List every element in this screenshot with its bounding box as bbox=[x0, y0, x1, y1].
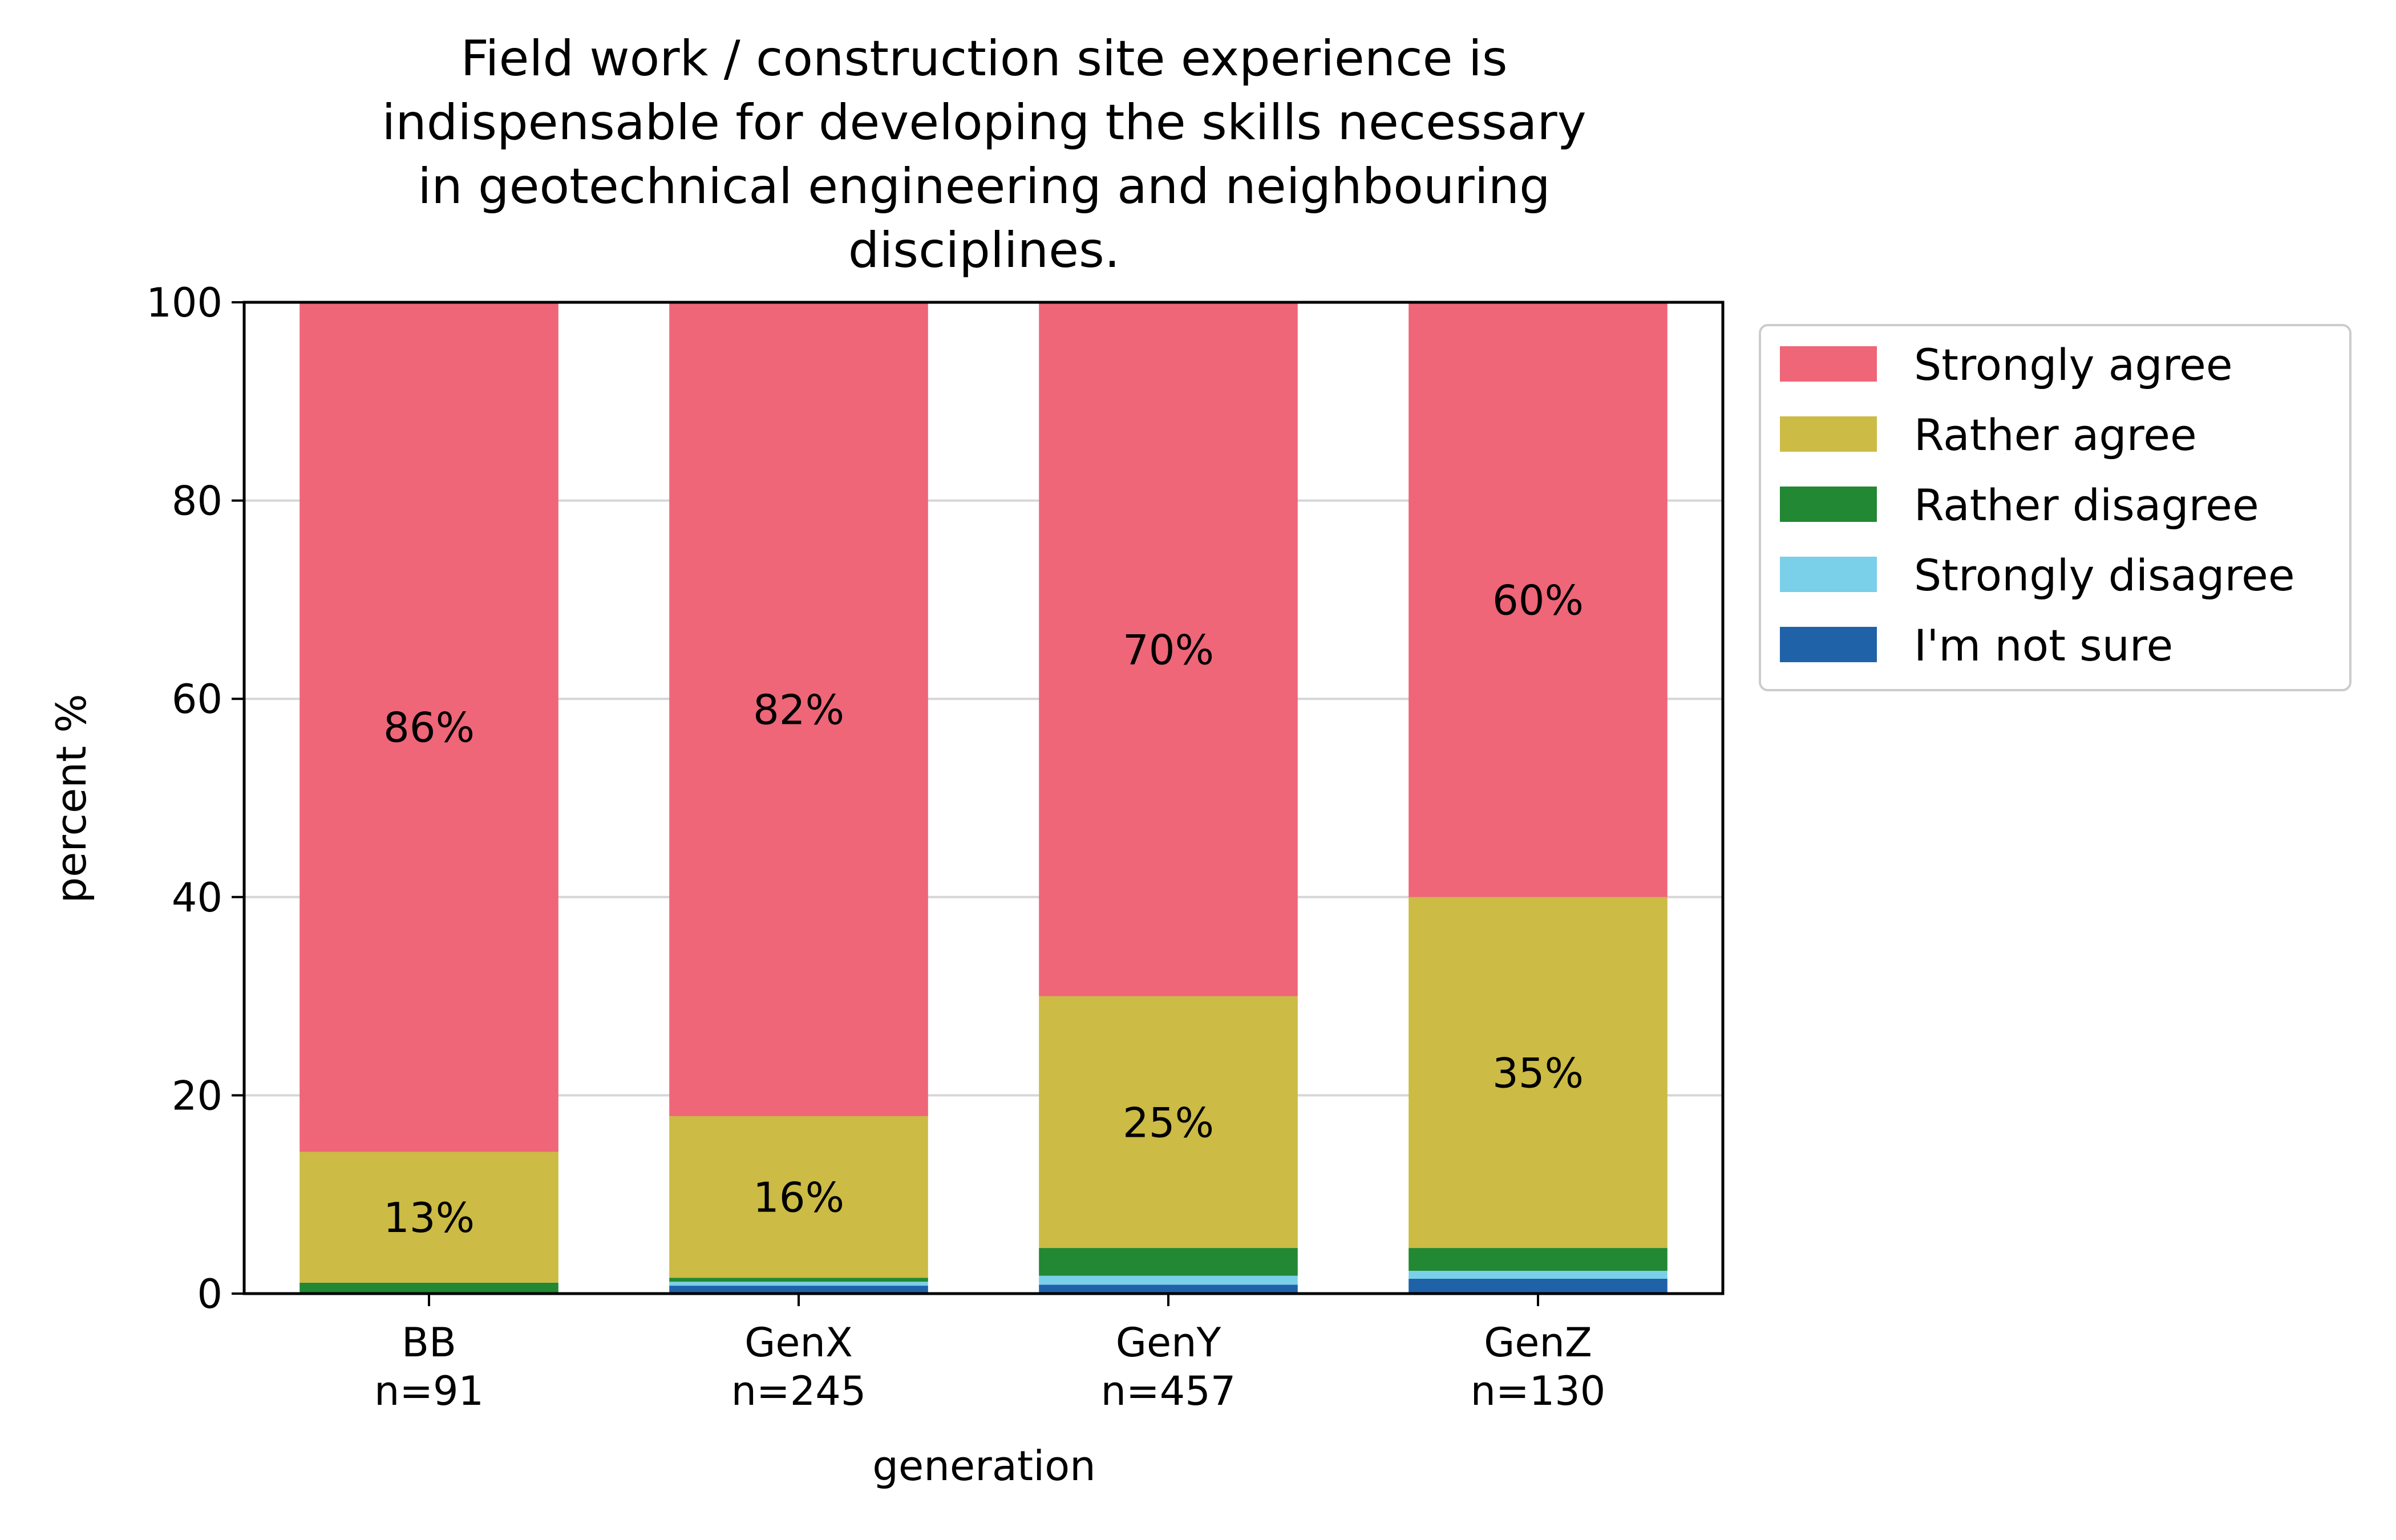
x-tick-label: GenX bbox=[744, 1319, 853, 1366]
legend-label: Strongly agree bbox=[1914, 339, 2233, 390]
legend: Strongly agree Rather agree Rather disagre… bbox=[1759, 324, 2352, 691]
legend-swatch bbox=[1780, 487, 1877, 522]
y-tick-label: 40 bbox=[172, 874, 222, 921]
x-tick-label: GenZ bbox=[1484, 1319, 1592, 1366]
bar-segment bbox=[1409, 1248, 1668, 1271]
y-tick-label: 0 bbox=[197, 1271, 222, 1318]
bar-segment bbox=[669, 1286, 928, 1294]
bar-segment bbox=[669, 1116, 928, 1278]
bar-data-label: 70% bbox=[1123, 626, 1214, 674]
bar-data-label: 60% bbox=[1492, 576, 1584, 624]
bar-segment bbox=[1409, 1278, 1668, 1294]
chart-title-line-1: Field work / construction site experienc… bbox=[460, 30, 1507, 87]
y-tick-label: 100 bbox=[146, 279, 222, 326]
legend-swatch bbox=[1780, 557, 1877, 592]
bar-segment bbox=[1039, 302, 1298, 996]
bar-segment bbox=[669, 1282, 928, 1286]
y-axis: 0 20 40 60 80 100 bbox=[146, 279, 244, 1318]
plot-frame bbox=[242, 301, 1725, 1295]
chart-title-line-2: indispensable for developing the skills … bbox=[382, 94, 1586, 151]
x-tick-label: BB bbox=[402, 1319, 456, 1366]
y-tick-label: 80 bbox=[172, 478, 222, 525]
bar-segment bbox=[669, 1278, 928, 1282]
bar-data-label: 86% bbox=[383, 704, 475, 752]
bar-segment bbox=[1409, 302, 1668, 897]
bar-segment bbox=[669, 302, 928, 1116]
bar-segment bbox=[300, 302, 558, 1152]
legend-label: I'm not sure bbox=[1914, 620, 2173, 671]
bar-data-label: 16% bbox=[753, 1174, 844, 1222]
bar-data-label: 82% bbox=[753, 686, 844, 733]
legend-frame bbox=[1759, 324, 2352, 691]
bar-segments bbox=[300, 302, 1668, 1294]
bar-segment bbox=[1409, 897, 1668, 1249]
chart-title: Field work / construction site experienc… bbox=[382, 30, 1586, 279]
x-tick-sample-size: n=457 bbox=[1101, 1368, 1236, 1415]
legend-swatch bbox=[1780, 416, 1877, 452]
bar-segment bbox=[300, 1282, 558, 1294]
y-axis-label: percent % bbox=[47, 694, 95, 903]
bar-data-label: 35% bbox=[1492, 1049, 1584, 1097]
bar-segment bbox=[1409, 1271, 1668, 1279]
bar-segment bbox=[1039, 1275, 1298, 1285]
chart-title-line-3: in geotechnical engineering and neighbou… bbox=[418, 158, 1550, 215]
legend-label: Strongly disagree bbox=[1914, 550, 2295, 601]
x-axis-label: generation bbox=[872, 1442, 1096, 1490]
legend-swatch bbox=[1780, 346, 1877, 382]
legend-swatch bbox=[1780, 627, 1877, 662]
legend-label: Rather disagree bbox=[1914, 480, 2259, 530]
x-tick-sample-size: n=130 bbox=[1471, 1368, 1606, 1415]
chart-title-line-4: disciplines. bbox=[848, 222, 1120, 279]
bar-segment bbox=[300, 1152, 558, 1283]
y-tick-label: 60 bbox=[172, 676, 222, 723]
bar-segment bbox=[1039, 1284, 1298, 1294]
x-tick-sample-size: n=91 bbox=[374, 1368, 484, 1415]
bar-data-label: 25% bbox=[1123, 1099, 1214, 1146]
x-tick-label: GenY bbox=[1116, 1319, 1221, 1366]
data-labels: 13% 86% 16% 82% 25% 70% 35% 60% bbox=[383, 576, 1584, 1242]
legend-label: Rather agree bbox=[1914, 410, 2197, 460]
y-tick-label: 20 bbox=[172, 1072, 222, 1119]
bar-segment bbox=[1039, 1248, 1298, 1276]
bar-data-label: 13% bbox=[383, 1194, 475, 1242]
bar-segment bbox=[1039, 996, 1298, 1249]
x-tick-sample-size: n=245 bbox=[731, 1368, 867, 1415]
